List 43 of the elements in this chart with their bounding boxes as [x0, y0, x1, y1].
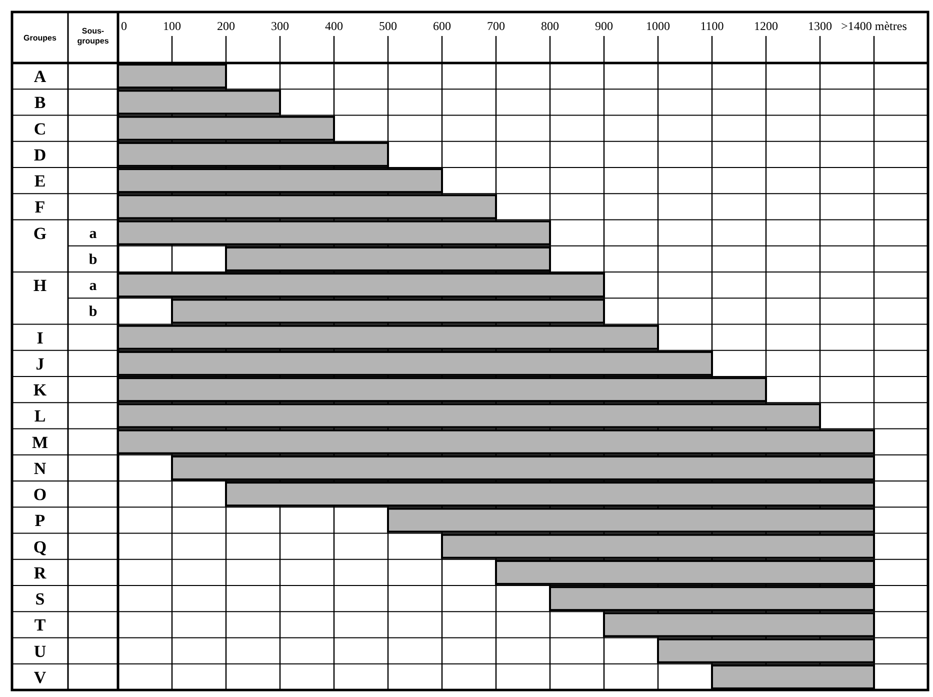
x-tick-label: 700	[487, 19, 505, 33]
y2-tick-label: a	[89, 278, 98, 294]
y-tick-label: V	[34, 668, 47, 687]
y-tick-label: U	[34, 642, 46, 661]
y-tick-label: A	[34, 67, 47, 86]
x-tick-label: 300	[271, 19, 289, 33]
x-tick-label: 1300	[808, 19, 832, 33]
y2-axis-title: Sous-groupes	[77, 26, 110, 46]
y-tick-label: E	[34, 172, 46, 191]
y-tick-label: S	[35, 590, 45, 609]
y-tick-label: J	[36, 354, 45, 374]
y2-tick-label: a	[89, 226, 98, 242]
y-tick-label: T	[34, 616, 46, 635]
y-tick-label: O	[33, 485, 47, 504]
y-tick-label: L	[34, 406, 46, 426]
y-tick-label: C	[34, 119, 46, 138]
y-tick-label: R	[34, 563, 47, 582]
x-tick-label: 800	[541, 19, 559, 33]
x-tick-label: 400	[325, 19, 343, 33]
x-tick-label: 1000	[646, 19, 670, 33]
y2-tick-label: b	[88, 304, 98, 320]
y-tick-label: Q	[33, 537, 47, 556]
x-tick-label: >1400 mètres	[841, 19, 908, 33]
y-tick-label: F	[34, 198, 46, 217]
x-tick-label: 500	[379, 19, 397, 33]
y-tick-label: N	[34, 458, 47, 478]
x-tick-label: 1200	[754, 19, 778, 33]
y-tick-label: H	[33, 276, 47, 296]
x-tick-label: 200	[217, 19, 235, 33]
x-tick-label: 100	[163, 19, 181, 33]
y-tick-label: B	[34, 93, 46, 112]
x-tick-label: 600	[433, 19, 451, 33]
y-tick-label: P	[34, 511, 46, 530]
x-tick-label: 900	[595, 19, 613, 33]
y-tick-label: K	[33, 380, 48, 400]
y-tick-label: M	[32, 432, 48, 452]
y-axis-title: Groupes	[24, 34, 57, 42]
y-tick-label: G	[33, 224, 47, 243]
y2-tick-label: b	[88, 252, 98, 268]
x-tick-label: 0	[121, 19, 127, 33]
y-tick-label: I	[36, 328, 44, 348]
y-tick-label: D	[34, 145, 46, 164]
x-tick-label: 1100	[700, 19, 724, 33]
